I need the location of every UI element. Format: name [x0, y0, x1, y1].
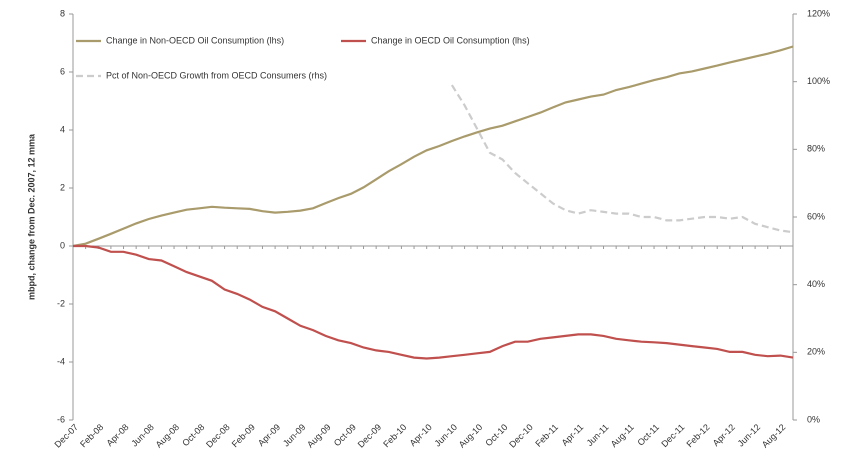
x-tick-label: Aug-08 [154, 422, 182, 450]
y-tick-label: 6 [60, 66, 65, 76]
x-tick-label: Jun-10 [433, 422, 460, 449]
x-tick-label: Oct-10 [483, 422, 509, 448]
x-tick-label: Jun-09 [281, 422, 308, 449]
y2-tick-label: 0% [807, 414, 820, 424]
x-tick-label: Oct-08 [180, 422, 206, 448]
x-tick-label: Aug-10 [457, 422, 485, 450]
x-tick-label: Feb-11 [533, 422, 560, 449]
y-tick-label: 0 [60, 240, 65, 250]
y-tick-label: 4 [60, 124, 65, 134]
x-tick-label: Apr-12 [711, 422, 737, 448]
series-line [73, 244, 794, 360]
x-tick-label: Apr-08 [104, 422, 130, 448]
x-tick-label: Aug-11 [609, 422, 636, 449]
x-tick-label: Dec-09 [356, 422, 384, 450]
x-tick-label: Feb-12 [684, 422, 711, 449]
y-tick-label: 8 [60, 8, 65, 18]
x-tick-label: Dec-11 [659, 422, 686, 449]
y2-tick-label: 80% [807, 144, 825, 154]
y-tick-label: -2 [57, 298, 65, 308]
x-tick-label: Dec-08 [204, 422, 232, 450]
x-tick-label: Jun-08 [129, 422, 156, 449]
y-tick-label: -4 [57, 356, 65, 366]
y-axis-label: mbpd, change from Dec. 2007, 12 mma [26, 133, 36, 300]
x-tick-label: Aug-09 [305, 422, 333, 450]
series-line [72, 45, 794, 248]
legend-label: Pct of Non-OECD Growth from OECD Consume… [106, 70, 327, 80]
y2-tick-label: 100% [807, 76, 830, 86]
y2-tick-label: 60% [807, 211, 825, 221]
x-tick-label: Apr-11 [560, 422, 586, 448]
legend-label: Change in OECD Oil Consumption (lhs) [371, 35, 530, 45]
y-tick-label: -6 [57, 414, 65, 424]
x-tick-label: Oct-11 [635, 422, 661, 448]
y-tick-label: 2 [60, 182, 65, 192]
x-tick-label: Aug-12 [760, 422, 788, 450]
y2-tick-label: 120% [807, 8, 830, 18]
y2-tick-label: 20% [807, 347, 825, 357]
x-tick-label: Jun-12 [736, 422, 763, 449]
x-tick-label: Jun-11 [585, 422, 611, 448]
x-tick-label: Feb-09 [230, 422, 257, 449]
x-tick-label: Dec-10 [507, 422, 535, 450]
x-tick-label: Feb-08 [78, 422, 105, 449]
y2-tick-label: 40% [807, 279, 825, 289]
series-line [450, 84, 794, 234]
x-tick-label: Apr-09 [256, 422, 282, 448]
x-tick-label: Dec-07 [53, 422, 81, 450]
legend-label: Change in Non-OECD Oil Consumption (lhs) [106, 35, 284, 45]
x-tick-label: Feb-10 [381, 422, 408, 449]
x-tick-label: Oct-09 [332, 422, 358, 448]
x-tick-label: Apr-10 [408, 422, 434, 448]
